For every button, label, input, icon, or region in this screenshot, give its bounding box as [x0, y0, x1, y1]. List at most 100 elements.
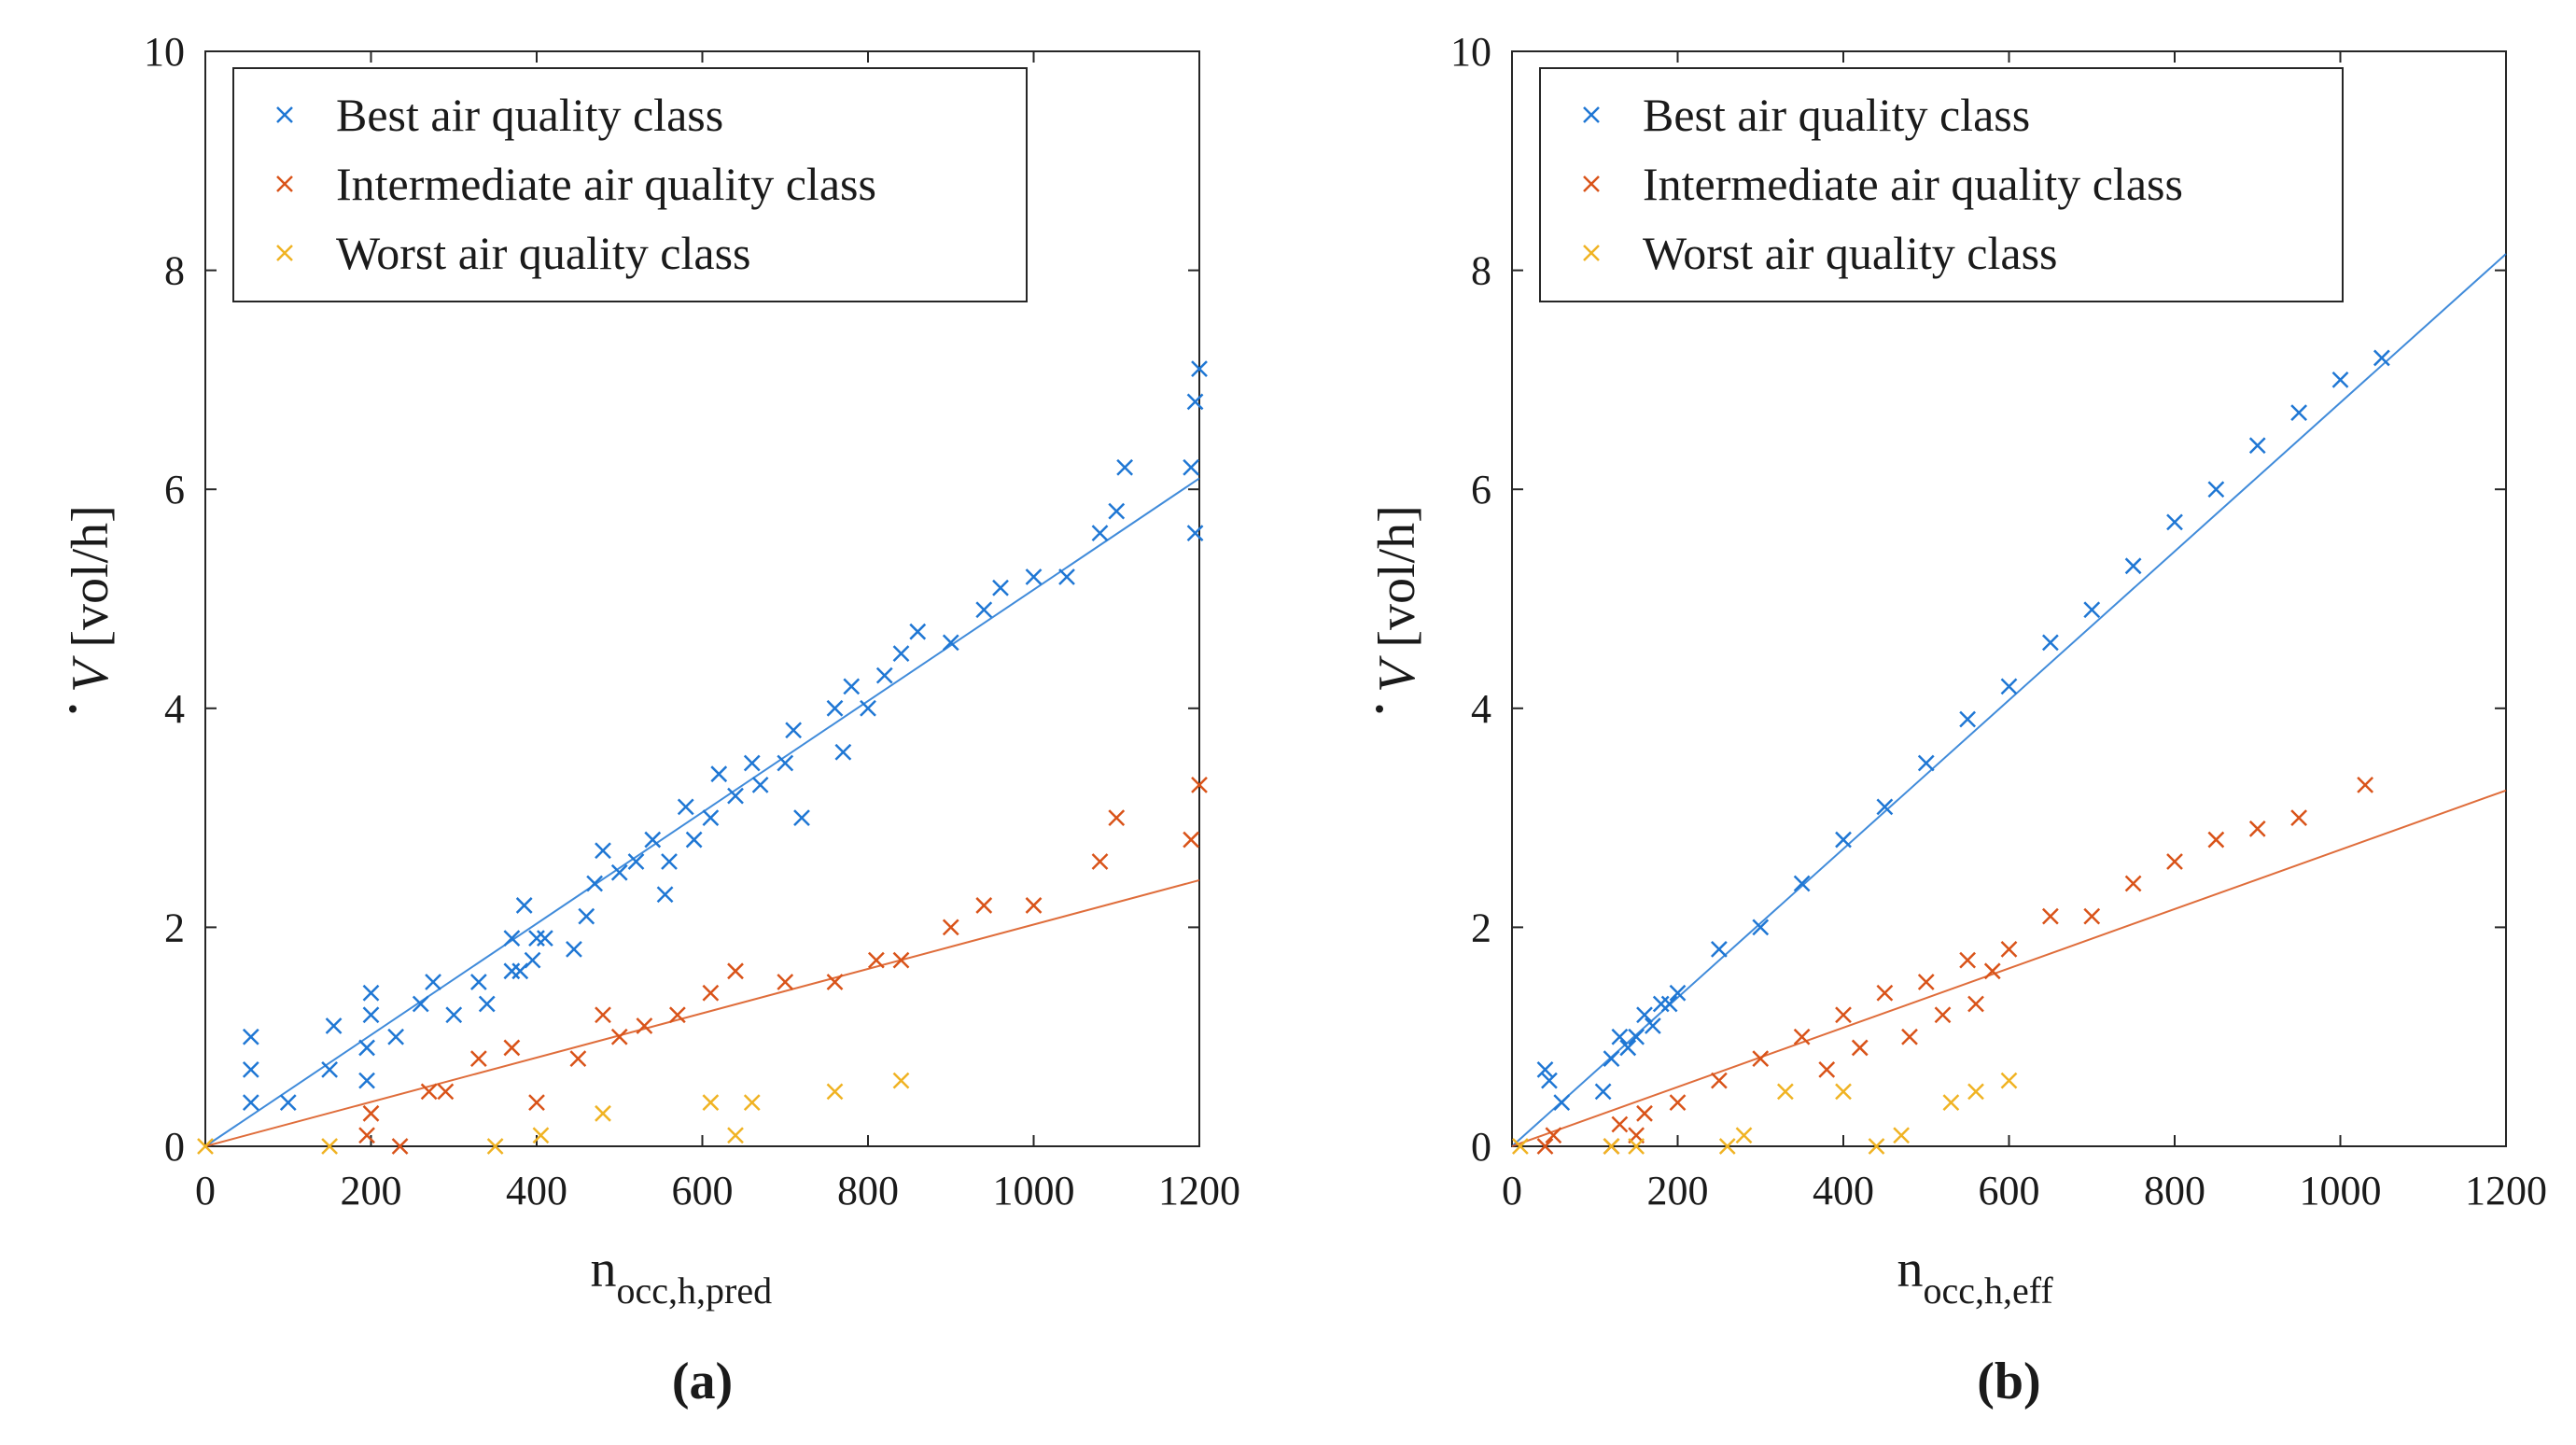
x-axis-subscript: occ,h,pred: [617, 1270, 773, 1312]
data-point: [727, 787, 744, 805]
data-point: [503, 930, 521, 947]
legend-entry: Best air quality class: [1643, 89, 2030, 141]
data-point: [242, 1061, 259, 1078]
legend-entry: Intermediate air quality class: [1643, 158, 2183, 210]
data-point: [321, 1138, 339, 1155]
y-axis-label: V [vol/h]: [62, 505, 119, 693]
data-point: [1718, 1138, 1736, 1155]
data-point: [2248, 437, 2266, 455]
x-axis-label: nocc,h,eff: [1897, 1241, 2054, 1312]
data-point: [595, 1006, 611, 1024]
data-point: [578, 907, 595, 925]
data-point: [909, 623, 927, 640]
data-point: [2207, 831, 2225, 849]
data-point: [2041, 907, 2059, 925]
data-point: [1967, 1083, 1984, 1101]
data-point: [975, 897, 993, 914]
series-0: [1536, 349, 2390, 1111]
data-point: [1108, 809, 1126, 826]
y-axis-dot-accent: [1376, 705, 1383, 713]
legend-box: [232, 67, 1028, 302]
data-point: [528, 930, 545, 947]
data-point: [834, 743, 852, 761]
data-point: [743, 754, 761, 772]
data-point: [2373, 349, 2390, 367]
chart-panel-a: 0 200 400 600 800 1000 1200 0 2 4 6 8 10 Best air qua…: [62, 29, 1240, 1410]
data-point: [1669, 1094, 1687, 1111]
data-point: [1603, 1050, 1620, 1068]
data-point: [1835, 831, 1852, 849]
data-point: [362, 1104, 380, 1122]
y-tick-label: 0: [1471, 1124, 1491, 1170]
data-point: [1636, 1104, 1653, 1122]
data-point: [892, 1072, 910, 1089]
data-point: [469, 974, 487, 990]
x-tick-label: 200: [1647, 1168, 1709, 1214]
data-point: [2041, 634, 2059, 652]
data-point: [702, 1094, 720, 1111]
data-point: [1058, 568, 1075, 585]
data-point: [1669, 984, 1687, 1002]
data-point: [362, 984, 380, 1002]
fit-line-1: [1511, 789, 2507, 1147]
data-point: [1983, 962, 2001, 980]
data-point: [1660, 995, 1678, 1013]
data-point: [751, 777, 769, 793]
data-point: [532, 1127, 550, 1144]
y-axis-unit: [vol/h]: [1368, 505, 1426, 647]
data-point: [1091, 853, 1109, 870]
y-tick-label: 10: [144, 29, 185, 75]
y-tick-label: 4: [1471, 686, 1491, 732]
data-point: [1541, 1072, 1558, 1089]
data-point: [358, 1072, 375, 1089]
data-point: [1636, 1006, 1653, 1024]
data-point: [387, 1028, 405, 1045]
data-point: [1536, 1061, 1554, 1078]
y-tick-label: 0: [164, 1124, 185, 1170]
y-tick-label: 8: [1471, 248, 1491, 294]
data-point: [437, 1083, 455, 1101]
data-point: [793, 809, 810, 826]
data-point: [1793, 1028, 1811, 1045]
x-axis-main: n: [591, 1241, 617, 1298]
data-point: [826, 1083, 844, 1101]
x-tick-label: 1000: [2300, 1168, 2382, 1214]
legend-entry: Best air quality class: [336, 89, 723, 141]
y-tick-label: 4: [164, 686, 185, 732]
data-point: [777, 754, 794, 772]
x-axis-label: nocc,h,pred: [591, 1241, 773, 1312]
data-point: [826, 974, 844, 990]
series-1: [358, 777, 1208, 1155]
data-point: [242, 1028, 259, 1045]
data-point: [321, 1061, 339, 1078]
data-point: [1901, 1028, 1918, 1045]
data-point: [2331, 372, 2349, 388]
data-point: [279, 1094, 297, 1111]
data-point: [610, 863, 628, 881]
data-point: [391, 1138, 409, 1155]
y-axis-symbol: V: [62, 655, 119, 693]
data-point: [1511, 1138, 1529, 1155]
data-point: [860, 699, 876, 717]
legend-marker: [276, 175, 293, 192]
data-point: [942, 919, 959, 936]
data-point: [1191, 360, 1208, 378]
data-point: [867, 951, 885, 969]
data-point: [425, 974, 441, 990]
data-point: [1710, 1072, 1728, 1089]
legend-marker: [276, 106, 293, 123]
data-point: [1735, 1127, 1753, 1144]
data-point: [1183, 831, 1200, 849]
data-point: [1191, 777, 1208, 793]
series-2: [197, 1072, 910, 1155]
data-point: [627, 853, 645, 870]
data-point: [710, 765, 728, 783]
data-point: [1959, 710, 1977, 728]
legend-marker: [1583, 175, 1600, 192]
legend-marker: [1583, 245, 1600, 261]
data-point: [524, 951, 541, 969]
data-point: [1835, 1006, 1852, 1024]
data-point: [2000, 1072, 2018, 1089]
data-point: [1942, 1094, 1960, 1111]
